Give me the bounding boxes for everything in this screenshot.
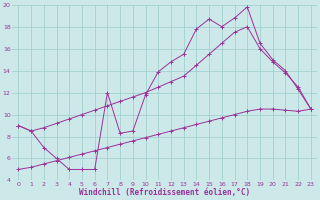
X-axis label: Windchill (Refroidissement éolien,°C): Windchill (Refroidissement éolien,°C) <box>79 188 250 197</box>
